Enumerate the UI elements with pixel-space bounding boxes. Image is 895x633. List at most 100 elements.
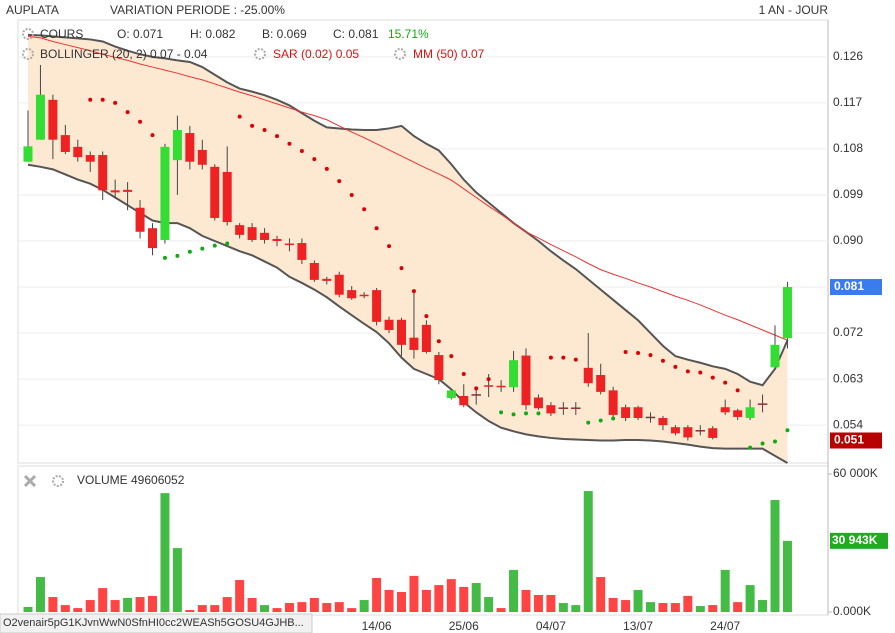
sar-dot <box>100 97 105 102</box>
close-icon[interactable] <box>23 474 37 488</box>
x-tick-label: 25/06 <box>449 619 479 633</box>
sar-dot <box>710 375 715 380</box>
candle-body <box>496 385 506 388</box>
candle-body <box>471 394 481 396</box>
candle-body <box>658 417 668 426</box>
sar-dot <box>113 100 118 105</box>
volume-title: VOLUME 49606052 <box>77 473 185 487</box>
candle-body <box>160 146 170 240</box>
sar-dot <box>648 353 653 358</box>
candle-body <box>670 427 680 434</box>
sar-dot <box>275 134 279 139</box>
sar-dot <box>698 370 703 375</box>
candle-body <box>409 337 419 350</box>
sar-dot <box>299 148 304 153</box>
volume-bar <box>782 540 792 612</box>
candle-body <box>695 430 706 432</box>
volume-bar <box>397 591 406 612</box>
sar-dot <box>511 412 516 417</box>
sar-dot <box>623 349 628 354</box>
volume-bar <box>621 600 631 612</box>
candle-body <box>172 129 182 161</box>
candle-body <box>782 287 792 339</box>
price-marker-label: 0.081 <box>834 279 864 293</box>
volume-bar <box>521 589 531 612</box>
candle-body <box>85 155 95 162</box>
x-tick-label: 04/07 <box>536 619 566 633</box>
candle-body <box>123 189 133 192</box>
gear-icon[interactable] <box>52 475 64 487</box>
volume-bar <box>533 594 543 612</box>
candle-body <box>484 385 494 387</box>
sar-dot <box>561 355 566 360</box>
sar-dot <box>685 369 690 374</box>
volume-bar <box>484 597 494 612</box>
sar-dot <box>225 241 230 246</box>
volume-bar <box>683 595 693 612</box>
sar-dot <box>125 110 130 115</box>
volume-bar <box>658 603 668 612</box>
legend-high: H: 0.082 <box>190 27 236 41</box>
candle-body <box>770 344 780 368</box>
volume-bar <box>297 602 307 612</box>
x-tick-label: 24/07 <box>710 619 740 633</box>
sar-dot <box>598 418 603 423</box>
candle-body <box>745 407 755 418</box>
volume-bar <box>372 577 382 612</box>
candle-body <box>297 243 307 260</box>
candle-body <box>571 407 581 410</box>
volume-bar <box>596 577 606 612</box>
volume-bar <box>571 605 581 612</box>
candle-body <box>583 367 593 384</box>
gear-icon[interactable] <box>22 28 34 40</box>
sar-dot <box>262 127 267 132</box>
volume-bar <box>85 600 95 612</box>
volume-bar <box>496 608 506 612</box>
candle-body <box>384 319 394 330</box>
sar-dot <box>760 441 765 446</box>
gear-icon[interactable] <box>394 48 406 60</box>
candle-body <box>608 390 618 415</box>
sar-dot <box>573 357 578 362</box>
volume-bar <box>334 602 344 612</box>
sar-dot <box>250 123 255 128</box>
sar-dot <box>436 339 441 344</box>
candle-body <box>708 428 718 438</box>
candle-body <box>596 375 606 392</box>
candle-body <box>110 190 120 193</box>
status-bar <box>0 613 313 633</box>
sar-dot <box>735 388 740 393</box>
volume-bar <box>222 597 232 612</box>
volume-bar <box>235 580 245 612</box>
candle-body <box>521 355 531 406</box>
sar-dot <box>536 411 541 416</box>
volume-bar <box>148 595 157 612</box>
candle-body <box>372 290 382 322</box>
sar-dot <box>486 377 491 382</box>
volume-bar <box>359 600 369 612</box>
volume-bar <box>583 491 593 612</box>
candle-body <box>272 238 282 241</box>
candle-body <box>73 146 83 158</box>
candle-body <box>397 319 406 345</box>
y-tick-label: 0.099 <box>833 187 863 201</box>
sar-dot <box>387 244 392 249</box>
legend-change: 15.71% <box>388 27 429 41</box>
volume-bar <box>48 597 58 612</box>
legend-open: O: 0.071 <box>117 27 163 41</box>
y-tick-label: 0.108 <box>833 141 863 155</box>
candle-body <box>185 133 195 162</box>
gear-icon[interactable] <box>254 48 266 60</box>
gear-icon[interactable] <box>22 48 34 60</box>
volume-bar <box>646 602 655 612</box>
candle-body <box>633 407 643 418</box>
sar-dot <box>237 114 242 119</box>
sar-dot <box>374 226 379 231</box>
sar-dot <box>399 266 404 271</box>
volume-bar <box>309 597 319 612</box>
candle-body <box>733 410 743 417</box>
candle-body <box>546 405 556 414</box>
sar-dot <box>773 439 777 444</box>
sar-dot <box>187 249 192 254</box>
volume-bar <box>322 603 332 612</box>
